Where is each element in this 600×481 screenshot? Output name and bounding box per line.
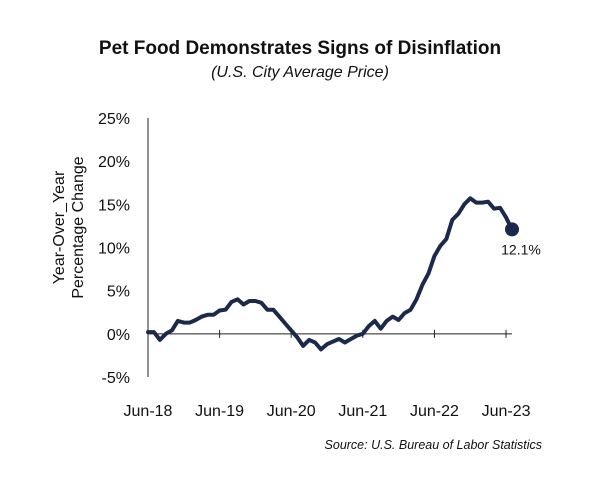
y-axis-ticks: -5% 0% 5% 10% 15% 20% 25% xyxy=(98,111,130,387)
x-tick-label: Jun-19 xyxy=(195,403,244,420)
y-tick-label: 10% xyxy=(98,241,130,258)
axes xyxy=(147,118,512,377)
chart-subtitle: (U.S. City Average Price) xyxy=(211,64,389,81)
chart-title: Pet Food Demonstrates Signs of Disinflat… xyxy=(98,38,502,59)
y-tick-label: 5% xyxy=(107,284,130,301)
highlight-group: 12.1% xyxy=(501,222,541,257)
y-tick-label: 15% xyxy=(98,197,130,214)
series-group xyxy=(146,196,514,352)
x-tick-label: Jun-23 xyxy=(482,403,531,420)
x-tick-label: Jun-18 xyxy=(124,403,173,420)
end-point-marker xyxy=(505,222,519,237)
y-tick-label: -5% xyxy=(102,370,130,387)
end-point-label: 12.1% xyxy=(501,241,541,257)
y-axis-label-line-1: Year-Over_Year xyxy=(51,170,68,284)
y-tick-label: 25% xyxy=(98,111,130,128)
y-tick-label: 0% xyxy=(107,327,130,344)
x-axis-ticks: Jun-18 Jun-19 Jun-20 Jun-21 Jun-22 Jun-23 xyxy=(124,403,531,420)
x-tick-label: Jun-20 xyxy=(267,403,316,420)
y-axis-label: Year-Over_Year Percentage Change xyxy=(51,156,87,298)
source-note: Source: U.S. Bureau of Labor Statistics xyxy=(324,438,542,452)
x-tick-label: Jun-21 xyxy=(338,403,387,420)
y-axis-label-line-2: Percentage Change xyxy=(70,156,87,298)
x-tick-label: Jun-22 xyxy=(410,403,459,420)
series-line xyxy=(146,196,514,352)
y-tick-label: 20% xyxy=(98,154,130,171)
